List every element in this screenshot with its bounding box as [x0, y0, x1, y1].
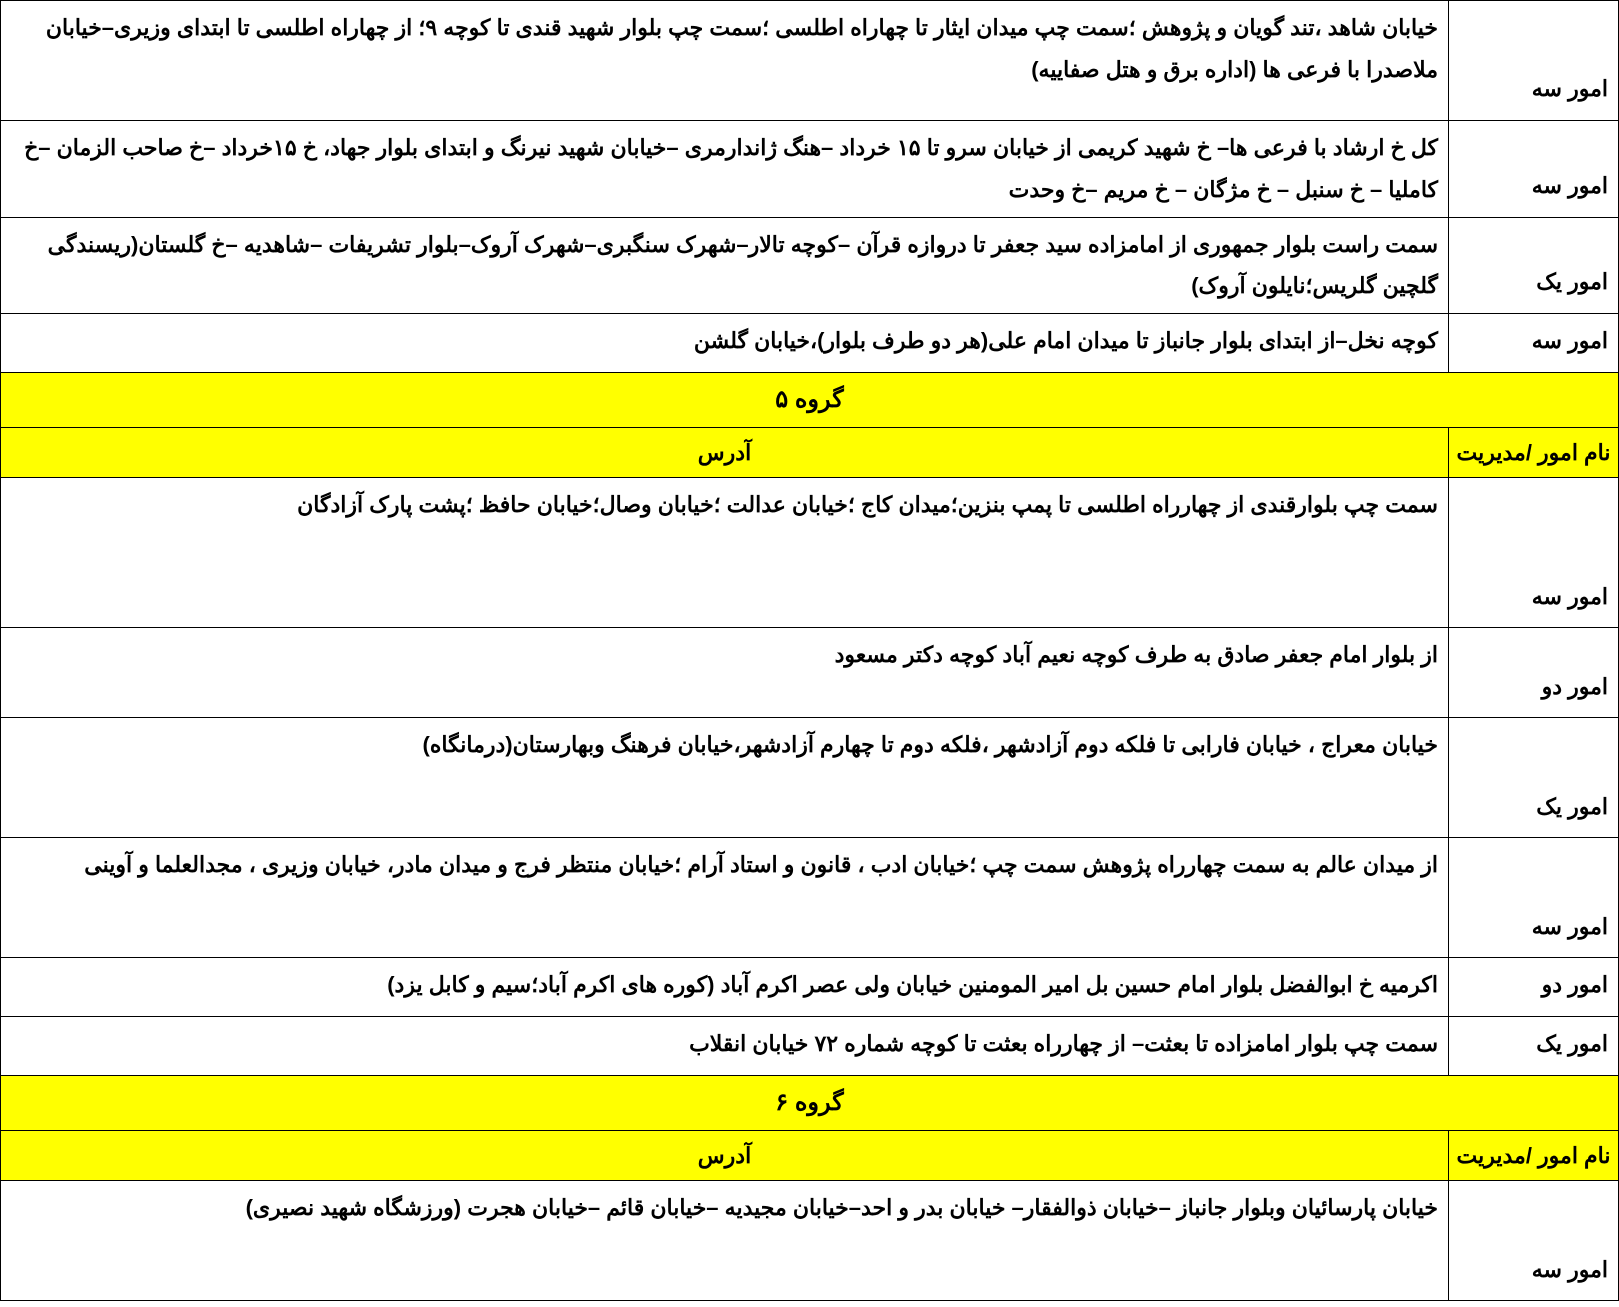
table-row: امور سهکوچه نخل–از ابتدای بلوار جانباز ت… [1, 314, 1619, 373]
group-header-cell: گروه ۵ [1, 372, 1619, 427]
page-root: امور سهخیابان شاهد ،تند گویان و پژوهش ؛س… [0, 0, 1619, 1301]
table-row: امور یکسمت چپ بلوار امامزاده تا بعثت– از… [1, 1017, 1619, 1076]
addr-cell: خیابان معراج ، خیابان فارابی تا فلکه دوم… [1, 718, 1449, 838]
column-header-row: نام امور /مدیریتآدرس [1, 427, 1619, 478]
addr-cell: خیابان شاهد ،تند گویان و پژوهش ؛سمت چپ م… [1, 1, 1449, 121]
addr-cell: از بلوار امام جعفر صادق به طرف کوچه نعیم… [1, 628, 1449, 718]
addr-column-header: آدرس [1, 1130, 1449, 1181]
addr-cell: از میدان عالم به سمت چهارراه پژوهش سمت چ… [1, 838, 1449, 958]
mgmt-cell: امور یک [1449, 718, 1619, 838]
mgmt-cell: امور یک [1449, 217, 1619, 314]
addr-column-header: آدرس [1, 427, 1449, 478]
addr-cell: سمت چپ بلوارقندی از چهارراه اطلسی تا پمپ… [1, 478, 1449, 628]
group-header-row: گروه ۵ [1, 372, 1619, 427]
mgmt-column-header: نام امور /مدیریت [1449, 427, 1619, 478]
address-table: امور سهخیابان شاهد ،تند گویان و پژوهش ؛س… [0, 0, 1619, 1301]
mgmt-cell: امور سه [1449, 838, 1619, 958]
group-header-cell: گروه ۶ [1, 1075, 1619, 1130]
table-row: امور یکسمت راست بلوار جمهوری از امامزاده… [1, 217, 1619, 314]
mgmt-column-header: نام امور /مدیریت [1449, 1130, 1619, 1181]
mgmt-cell: امور سه [1449, 121, 1619, 218]
addr-cell: خیابان پارسائیان وبلوار جانباز –خیابان ذ… [1, 1181, 1449, 1301]
group-header-row: گروه ۶ [1, 1075, 1619, 1130]
table-row: امور سهکل خ ارشاد با فرعی ها– خ شهید کری… [1, 121, 1619, 218]
mgmt-cell: امور سه [1449, 314, 1619, 373]
mgmt-cell: امور سه [1449, 1, 1619, 121]
mgmt-cell: امور دو [1449, 628, 1619, 718]
addr-cell: کل خ ارشاد با فرعی ها– خ شهید کریمی از خ… [1, 121, 1449, 218]
table-row: امور سهخیابان پارسائیان وبلوار جانباز –خ… [1, 1181, 1619, 1301]
addr-cell: سمت چپ بلوار امامزاده تا بعثت– از چهاررا… [1, 1017, 1449, 1076]
column-header-row: نام امور /مدیریتآدرس [1, 1130, 1619, 1181]
table-body: امور سهخیابان شاهد ،تند گویان و پژوهش ؛س… [1, 1, 1619, 1301]
table-row: امور یکخیابان معراج ، خیابان فارابی تا ف… [1, 718, 1619, 838]
mgmt-cell: امور سه [1449, 478, 1619, 628]
mgmt-cell: امور دو [1449, 958, 1619, 1017]
table-row: امور سهاز میدان عالم به سمت چهارراه پژوه… [1, 838, 1619, 958]
mgmt-cell: امور یک [1449, 1017, 1619, 1076]
addr-cell: کوچه نخل–از ابتدای بلوار جانباز تا میدان… [1, 314, 1449, 373]
table-row: امور دواکرمیه خ ابوالفضل بلوار امام حسین… [1, 958, 1619, 1017]
table-row: امور سهخیابان شاهد ،تند گویان و پژوهش ؛س… [1, 1, 1619, 121]
mgmt-cell: امور سه [1449, 1181, 1619, 1301]
addr-cell: اکرمیه خ ابوالفضل بلوار امام حسین بل امی… [1, 958, 1449, 1017]
table-row: امور دواز بلوار امام جعفر صادق به طرف کو… [1, 628, 1619, 718]
addr-cell: سمت راست بلوار جمهوری از امامزاده سید جع… [1, 217, 1449, 314]
table-row: امور سهسمت چپ بلوارقندی از چهارراه اطلسی… [1, 478, 1619, 628]
